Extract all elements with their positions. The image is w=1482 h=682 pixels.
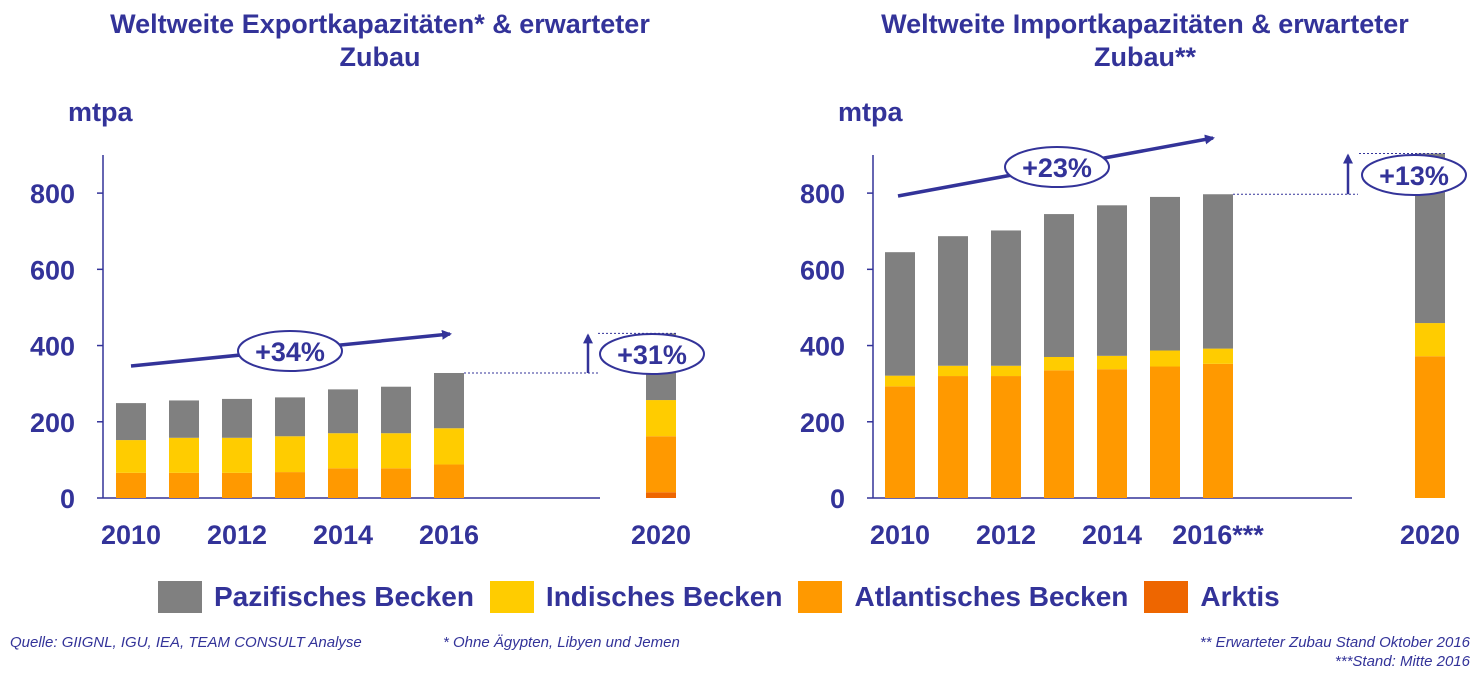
bar-segment-atlantisches xyxy=(1203,363,1233,498)
bar-segment-pazifisches xyxy=(275,397,305,437)
bar-segment-indisches xyxy=(991,365,1021,377)
import-chart: 0 200 400 600 800 2010 2012 2014 2016*** 2020 +23%… xyxy=(800,134,1467,550)
export-y-unit: mtpa xyxy=(68,97,133,127)
bar-segment-pazifisches xyxy=(434,372,464,429)
bar-segment-pazifisches xyxy=(116,403,146,441)
x-tick-label: 2012 xyxy=(207,520,267,550)
x-tick-label: 2014 xyxy=(313,520,373,550)
y-tick-label: 400 xyxy=(30,332,75,362)
y-tick-label: 800 xyxy=(30,179,75,209)
bar-segment-atlantisches xyxy=(991,376,1021,498)
bar-segment-indisches xyxy=(1150,350,1180,367)
bar-segment-indisches xyxy=(1415,323,1445,357)
legend-swatch-indisch xyxy=(489,581,534,613)
legend-item-arktis: Arktis xyxy=(1144,581,1280,613)
bar-segment-arktis xyxy=(646,492,676,498)
bar-segment-atlantisches xyxy=(1097,369,1127,498)
bar-segment-indisches xyxy=(885,375,915,387)
increase-label: +31% xyxy=(617,340,687,370)
increase-ellipse xyxy=(599,333,705,375)
y-tick-label: 0 xyxy=(60,484,75,514)
bar-segment-atlantisches xyxy=(1044,370,1074,498)
bar-segment-pazifisches xyxy=(1150,196,1180,351)
increase-label: +13% xyxy=(1379,161,1449,191)
x-tick-label: 2010 xyxy=(870,520,930,550)
y-tick-label: 600 xyxy=(30,255,75,285)
y-tick-label: 200 xyxy=(30,408,75,438)
import-y-unit: mtpa xyxy=(838,97,903,127)
bar-segment-indisches xyxy=(1097,355,1127,370)
bar-segment-indisches xyxy=(1044,356,1074,371)
x-tick-label: 2020 xyxy=(631,520,691,550)
legend-label: Pazifisches Becken xyxy=(214,581,474,612)
bar-segment-indisches xyxy=(116,440,146,473)
bar-segment-pazifisches xyxy=(938,236,968,366)
legend-swatch-atlantisch xyxy=(798,581,843,613)
bar-segment-atlantisches xyxy=(275,472,305,498)
x-tick-label: 2016 xyxy=(419,520,479,550)
legend-label: Arktis xyxy=(1200,581,1280,612)
x-tick-label: 2016*** xyxy=(1172,520,1264,550)
bar-segment-pazifisches xyxy=(328,389,358,434)
bar-segment-indisches xyxy=(646,400,676,437)
bar-segment-pazifisches xyxy=(991,230,1021,366)
bar-segment-pazifisches xyxy=(169,400,199,438)
x-tick-label: 2010 xyxy=(101,520,161,550)
bar-segment-indisches xyxy=(275,436,305,473)
growth-label: +23% xyxy=(1022,153,1092,183)
y-tick-label: 0 xyxy=(830,484,845,514)
export-chart-title: Weltweite Exportkapazitäten* & erwartete… xyxy=(110,9,650,72)
increase-ellipse xyxy=(1361,154,1467,196)
x-tick-label: 2012 xyxy=(976,520,1036,550)
source-note: Quelle: GIIGNL, IGU, IEA, TEAM CONSULT A… xyxy=(10,634,362,651)
footnote-export: * Ohne Ägypten, Libyen und Jemen xyxy=(443,634,680,651)
bar-segment-atlantisches xyxy=(222,472,252,498)
legend-item-pazifisch: Pazifisches Becken xyxy=(158,581,474,613)
bar-segment-pazifisches xyxy=(1203,194,1233,349)
bar-segment-pazifisches xyxy=(1044,214,1074,357)
bar-segment-indisches xyxy=(434,428,464,465)
footnote-stand: ***Stand: Mitte 2016 xyxy=(1334,653,1470,670)
y-tick-label: 600 xyxy=(800,255,845,285)
footnote-import: ** Erwarteter Zubau Stand Oktober 2016 xyxy=(1199,634,1470,651)
bar-segment-pazifisches xyxy=(381,386,411,434)
bar-segment-indisches xyxy=(169,437,199,473)
growth-ellipse xyxy=(1004,146,1110,188)
bar-segment-indisches xyxy=(938,365,968,377)
legend-label: Indisches Becken xyxy=(545,581,783,612)
import-chart-title: Weltweite Importkapazitäten & erwarteter… xyxy=(881,9,1409,72)
legend-item-indisch: Indisches Becken xyxy=(489,581,783,613)
bar-segment-atlantisches xyxy=(885,386,915,498)
legend-swatch-arktis xyxy=(1144,581,1189,613)
bar-segment-indisches xyxy=(1203,348,1233,364)
bar-segment-atlantisches xyxy=(434,464,464,498)
bar-segment-atlantisches xyxy=(1150,366,1180,498)
bar-segment-pazifisches xyxy=(222,398,252,438)
y-tick-label: 800 xyxy=(800,179,845,209)
x-tick-label: 2020 xyxy=(1400,520,1460,550)
legend-swatch-pazifisch xyxy=(158,581,202,613)
bar-segment-atlantisches xyxy=(938,376,968,498)
bar-segment-atlantisches xyxy=(1415,356,1445,498)
x-tick-label: 2014 xyxy=(1082,520,1142,550)
growth-label: +34% xyxy=(255,337,325,367)
bar-segment-indisches xyxy=(381,433,411,469)
y-tick-label: 400 xyxy=(800,332,845,362)
bar-segment-indisches xyxy=(328,433,358,469)
y-tick-label: 200 xyxy=(800,408,845,438)
bar-segment-atlantisches xyxy=(646,436,676,493)
export-chart: 0 200 400 600 800 2010 2012 2014 2016 2020 +34% +31… xyxy=(30,155,705,550)
legend-label: Atlantisches Becken xyxy=(854,581,1129,612)
bar-segment-indisches xyxy=(222,437,252,473)
bar-segment-atlantisches xyxy=(116,472,146,498)
growth-ellipse xyxy=(237,330,343,372)
legend-item-atlantisch: Atlantisches Becken xyxy=(798,581,1128,613)
bar-segment-atlantisches xyxy=(381,468,411,498)
legend: Pazifisches Becken Indisches Becken Atla… xyxy=(158,577,1296,617)
bar-segment-pazifisches xyxy=(885,252,915,376)
bar-segment-pazifisches xyxy=(1097,205,1127,356)
bar-segment-atlantisches xyxy=(169,472,199,498)
bar-segment-atlantisches xyxy=(328,468,358,498)
